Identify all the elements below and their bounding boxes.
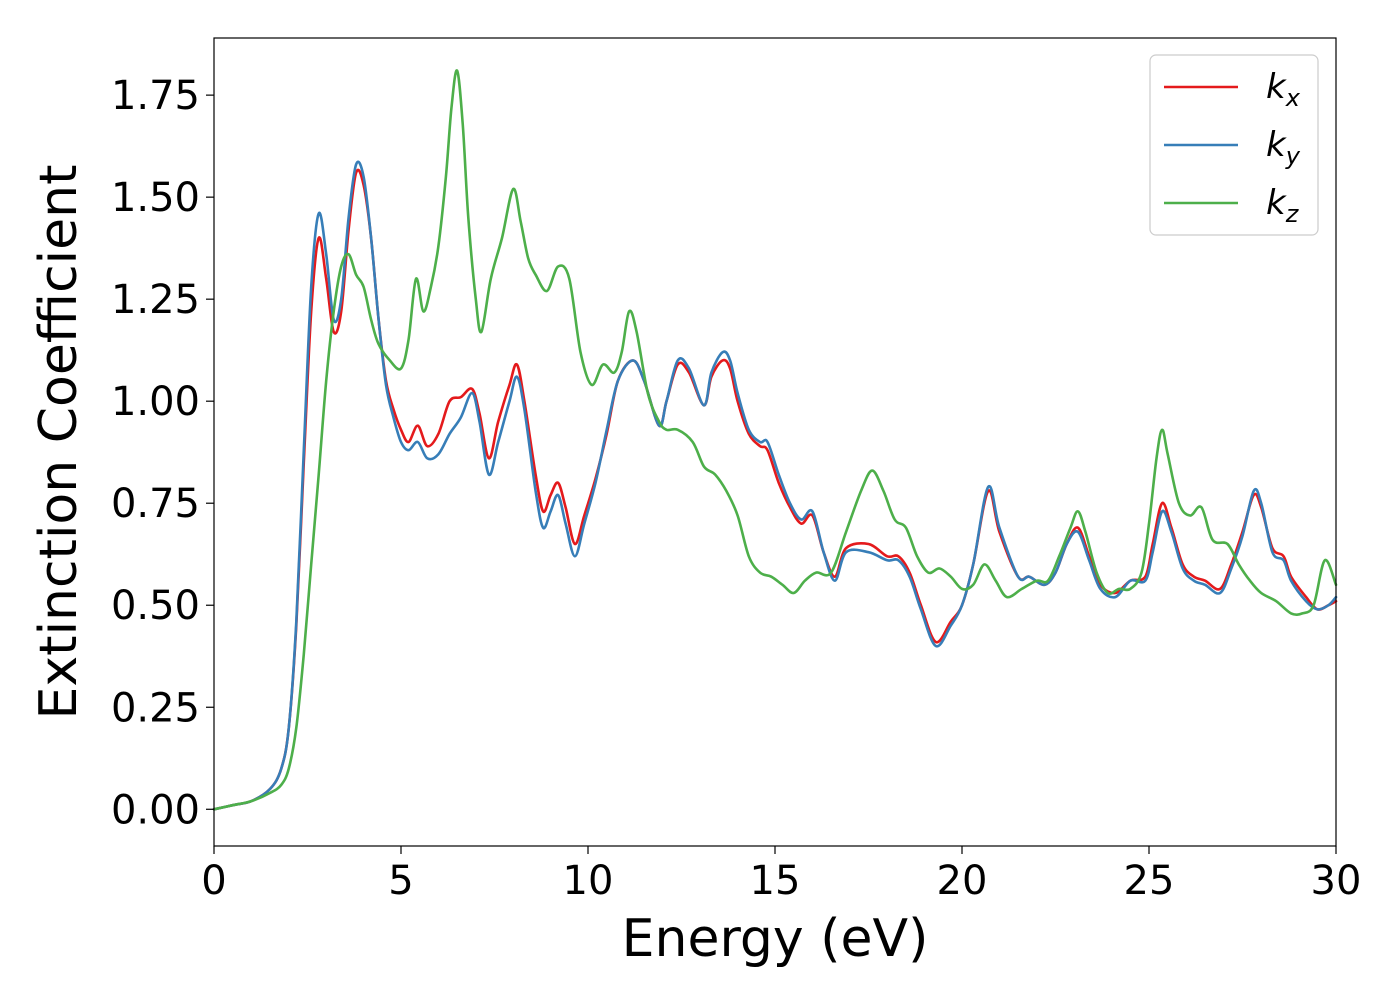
y-tick-label: 1.00 (111, 379, 200, 425)
x-tick-label: 10 (563, 858, 614, 904)
x-tick-label: 15 (750, 858, 801, 904)
x-tick-label: 25 (1124, 858, 1175, 904)
x-tick-label: 0 (201, 858, 226, 904)
series-line-kz (212, 69, 1338, 811)
y-tick-label: 1.75 (111, 73, 200, 119)
y-tick-label: 0.25 (111, 685, 200, 731)
y-tick-label: 0.00 (111, 787, 200, 833)
y-axis-ticks: 0.00 0.25 0.50 0.75 1.00 1.25 1.50 1.75 (111, 73, 214, 833)
series-layer (212, 69, 1338, 811)
y-tick-label: 0.75 (111, 481, 200, 527)
x-tick-label: 30 (1311, 858, 1362, 904)
y-tick-label: 1.25 (111, 277, 200, 323)
y-axis-title: Extinction Coefficient (29, 165, 89, 720)
series-line-ky (212, 160, 1338, 811)
x-axis-title: Energy (eV) (622, 909, 929, 969)
y-tick-label: 1.50 (111, 175, 200, 221)
series-line-kx (212, 168, 1338, 811)
y-tick-label: 0.50 (111, 583, 200, 629)
x-tick-label: 20 (937, 858, 988, 904)
x-axis-ticks: 0 5 10 15 20 25 30 (201, 846, 1361, 904)
x-tick-label: 5 (388, 858, 413, 904)
